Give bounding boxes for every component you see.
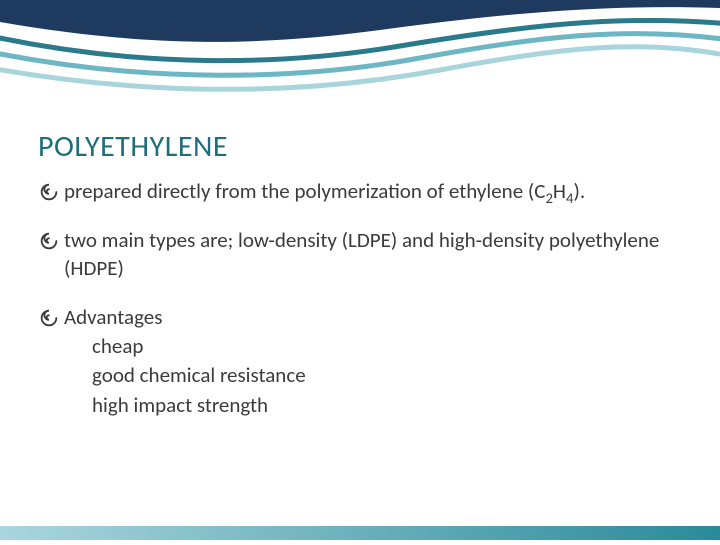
slide-title: POLYETHYLENE xyxy=(38,128,228,165)
wave-stroke-3 xyxy=(0,47,720,90)
sub-item: cheap xyxy=(92,333,680,360)
sub-item: good chemical resistance xyxy=(92,362,680,389)
bullet-text: two main types are; low-density (LDPE) a… xyxy=(64,227,680,282)
sub-list: cheapgood chemical resistance high impact… xyxy=(64,333,680,419)
sub-item: high impact strength xyxy=(92,392,680,419)
bullet-item: two main types are; low-density (LDPE) a… xyxy=(38,227,680,282)
wave-stroke-2 xyxy=(0,34,720,76)
bullet-text: prepared directly from the polymerizatio… xyxy=(64,178,680,205)
wave-top-fill xyxy=(0,0,720,42)
bullet-item: prepared directly from the polymerizatio… xyxy=(38,178,680,205)
swirl-bullet-icon xyxy=(38,307,60,329)
bullet-text: Advantagescheapgood chemical resistanceh… xyxy=(64,304,680,421)
footer-accent-bar xyxy=(0,526,720,540)
swirl-bullet-icon xyxy=(38,230,60,252)
swirl-bullet-icon xyxy=(38,181,60,203)
slide-body: prepared directly from the polymerizatio… xyxy=(38,178,680,443)
bullet-item: Advantagescheapgood chemical resistanceh… xyxy=(38,304,680,421)
decorative-wave-header xyxy=(0,0,720,120)
wave-stroke-1 xyxy=(0,20,720,60)
